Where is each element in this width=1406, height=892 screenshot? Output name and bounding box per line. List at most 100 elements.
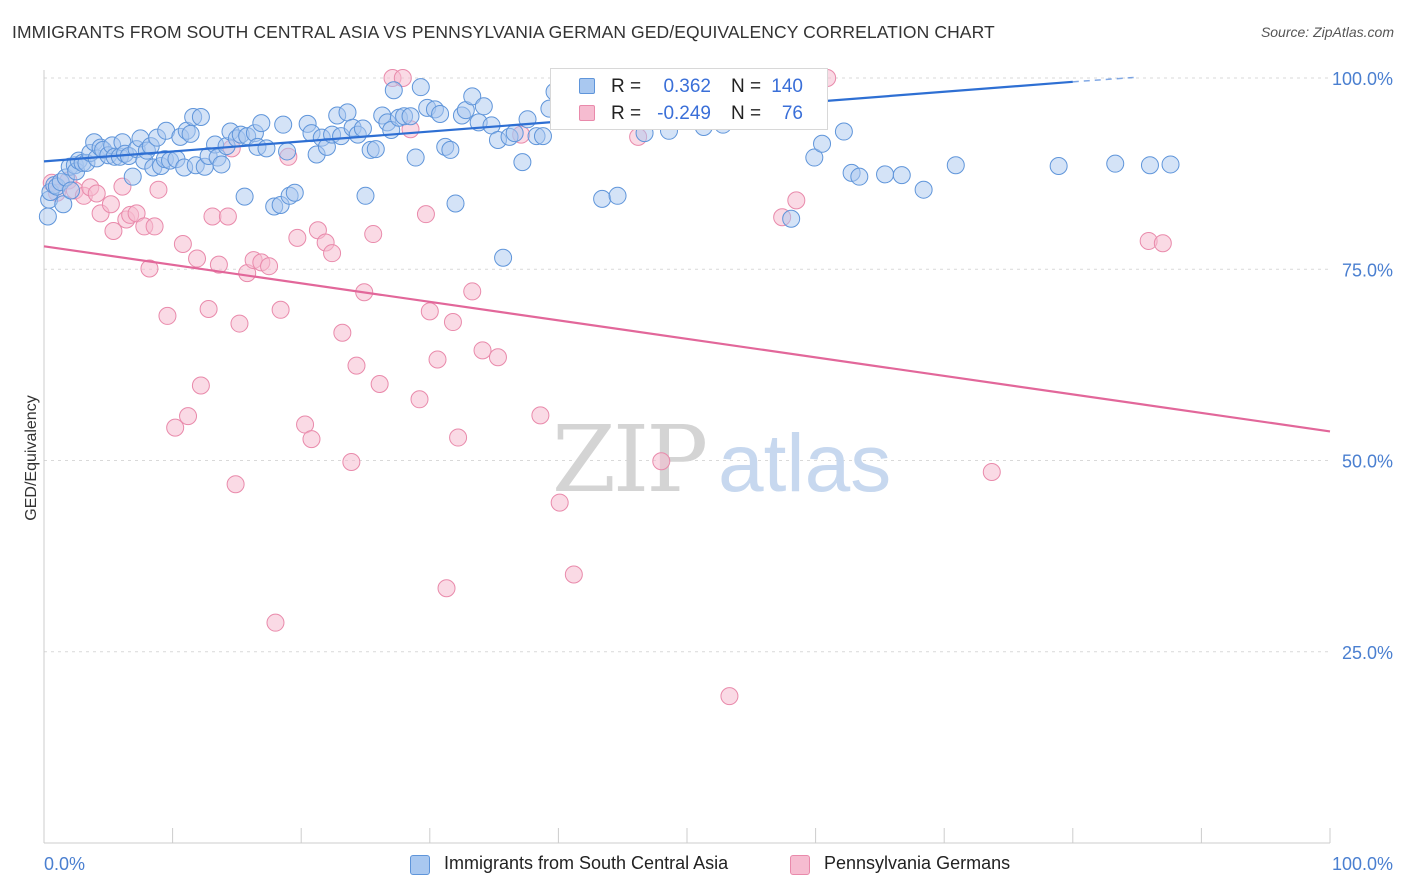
data-point-pennsylvania-germans bbox=[149, 180, 168, 199]
data-point-pennsylvania-germans bbox=[370, 375, 389, 393]
data-point-south-central-asia bbox=[1049, 156, 1068, 175]
data-point-pennsylvania-germans bbox=[488, 348, 507, 367]
data-point-pennsylvania-germans bbox=[101, 195, 120, 214]
watermark-zip: ZIP bbox=[552, 406, 705, 513]
data-point-pennsylvania-germans bbox=[323, 244, 342, 263]
data-point-pennsylvania-germans bbox=[463, 282, 482, 301]
data-point-south-central-asia bbox=[463, 87, 482, 106]
data-point-south-central-asia bbox=[850, 167, 869, 186]
data-point-pennsylvania-germans bbox=[302, 430, 321, 449]
data-point-south-central-asia bbox=[813, 134, 832, 153]
data-point-south-central-asia bbox=[38, 207, 57, 226]
data-point-south-central-asia bbox=[384, 81, 403, 100]
data-point-south-central-asia bbox=[252, 114, 271, 133]
data-point-south-central-asia bbox=[366, 140, 385, 159]
data-point-pennsylvania-germans bbox=[364, 225, 383, 244]
legend-r-value-blue: 0.362 bbox=[663, 76, 711, 97]
legend-swatch-pink bbox=[790, 855, 810, 875]
watermark-atlas: atlas bbox=[718, 418, 891, 509]
data-point-south-central-asia bbox=[431, 104, 450, 123]
data-point-pennsylvania-germans bbox=[982, 462, 1001, 481]
data-point-south-central-asia bbox=[353, 119, 372, 138]
x-tick-label-min: 0.0% bbox=[44, 854, 85, 874]
data-point-pennsylvania-germans bbox=[428, 350, 447, 369]
data-point-pennsylvania-germans bbox=[203, 207, 222, 226]
data-point-pennsylvania-germans bbox=[179, 407, 198, 426]
data-point-south-central-asia bbox=[892, 166, 911, 185]
data-point-south-central-asia bbox=[1140, 156, 1159, 175]
data-point-south-central-asia bbox=[446, 194, 465, 213]
data-point-south-central-asia bbox=[1161, 155, 1180, 174]
data-point-pennsylvania-germans bbox=[140, 259, 159, 278]
data-point-pennsylvania-germans bbox=[410, 390, 429, 409]
data-point-south-central-asia bbox=[401, 107, 420, 126]
data-point-pennsylvania-germans bbox=[145, 217, 164, 236]
data-point-pennsylvania-germans bbox=[191, 376, 210, 395]
data-point-south-central-asia bbox=[441, 140, 460, 159]
data-point-south-central-asia bbox=[62, 181, 81, 200]
y-tick-label: 50.0% bbox=[1342, 452, 1393, 472]
data-point-south-central-asia bbox=[505, 124, 524, 143]
data-point-south-central-asia bbox=[805, 148, 824, 167]
data-point-pennsylvania-germans bbox=[342, 453, 361, 472]
legend-n-value-blue: 140 bbox=[771, 76, 803, 97]
legend-label-pink: Pennsylvania Germans bbox=[824, 853, 1011, 873]
data-point-south-central-asia bbox=[876, 165, 895, 184]
data-point-pennsylvania-germans bbox=[347, 356, 366, 375]
data-point-pennsylvania-germans bbox=[1153, 234, 1172, 253]
legend-swatch-blue bbox=[579, 78, 595, 94]
legend-r-value-pink: -0.249 bbox=[657, 103, 711, 124]
legend-swatch-pink bbox=[579, 105, 595, 121]
data-point-south-central-asia bbox=[181, 124, 200, 143]
data-point-south-central-asia bbox=[411, 78, 430, 97]
watermark: ZIP atlas bbox=[552, 406, 891, 513]
data-point-south-central-asia bbox=[278, 142, 297, 161]
data-point-south-central-asia bbox=[1106, 154, 1125, 173]
data-point-pennsylvania-germans bbox=[173, 235, 192, 254]
data-point-pennsylvania-germans bbox=[199, 300, 218, 319]
y-tick-label: 75.0% bbox=[1342, 260, 1393, 280]
y-tick-label: 100.0% bbox=[1332, 69, 1393, 89]
data-point-south-central-asia bbox=[513, 153, 532, 172]
data-point-pennsylvania-germans bbox=[652, 452, 671, 471]
data-point-pennsylvania-germans bbox=[87, 184, 106, 203]
data-point-pennsylvania-germans bbox=[260, 257, 279, 276]
data-point-south-central-asia bbox=[54, 195, 73, 214]
data-point-pennsylvania-germans bbox=[420, 302, 439, 321]
grid-lines bbox=[44, 77, 1330, 653]
data-point-pennsylvania-germans bbox=[104, 222, 123, 240]
data-point-south-central-asia bbox=[212, 155, 231, 174]
data-point-pennsylvania-germans bbox=[473, 341, 492, 360]
data-point-pennsylvania-germans bbox=[449, 428, 468, 447]
data-point-pennsylvania-germans bbox=[393, 69, 412, 87]
chart-title: IMMIGRANTS FROM SOUTH CENTRAL ASIA VS PE… bbox=[12, 22, 995, 42]
data-point-south-central-asia bbox=[406, 148, 425, 167]
trend-line-pennsylvania-germans bbox=[43, 245, 1331, 433]
legend-swatch-blue bbox=[410, 855, 430, 875]
data-point-pennsylvania-germans bbox=[564, 565, 583, 584]
data-point-pennsylvania-germans bbox=[787, 191, 806, 210]
data-point-pennsylvania-germans bbox=[443, 313, 462, 332]
data-point-pennsylvania-germans bbox=[333, 323, 352, 342]
data-point-pennsylvania-germans bbox=[416, 205, 435, 224]
data-point-south-central-asia bbox=[338, 103, 357, 122]
legend-r-label: R = bbox=[611, 103, 642, 124]
y-axis-label: GED/Equivalency bbox=[23, 395, 40, 520]
x-axis-ticks bbox=[43, 828, 1331, 843]
x-tick-label-max: 100.0% bbox=[1332, 854, 1393, 874]
legend-n-value-pink: 76 bbox=[781, 103, 803, 124]
data-point-pennsylvania-germans bbox=[188, 249, 207, 268]
data-point-south-central-asia bbox=[533, 127, 552, 146]
legend-row-blue: R = 0.362 N = 140 bbox=[551, 73, 827, 101]
data-point-south-central-asia bbox=[782, 209, 801, 228]
data-point-pennsylvania-germans bbox=[226, 475, 245, 494]
data-point-south-central-asia bbox=[946, 156, 965, 175]
data-point-south-central-asia bbox=[257, 139, 276, 158]
data-point-south-central-asia bbox=[834, 122, 853, 141]
source-credit: Source: ZipAtlas.com bbox=[1260, 24, 1394, 40]
data-point-pennsylvania-germans bbox=[550, 493, 569, 512]
y-axis-tick-labels: 100.0% 75.0% 50.0% 25.0% bbox=[1332, 69, 1393, 663]
data-point-pennsylvania-germans bbox=[531, 406, 550, 425]
data-point-pennsylvania-germans bbox=[720, 687, 739, 706]
